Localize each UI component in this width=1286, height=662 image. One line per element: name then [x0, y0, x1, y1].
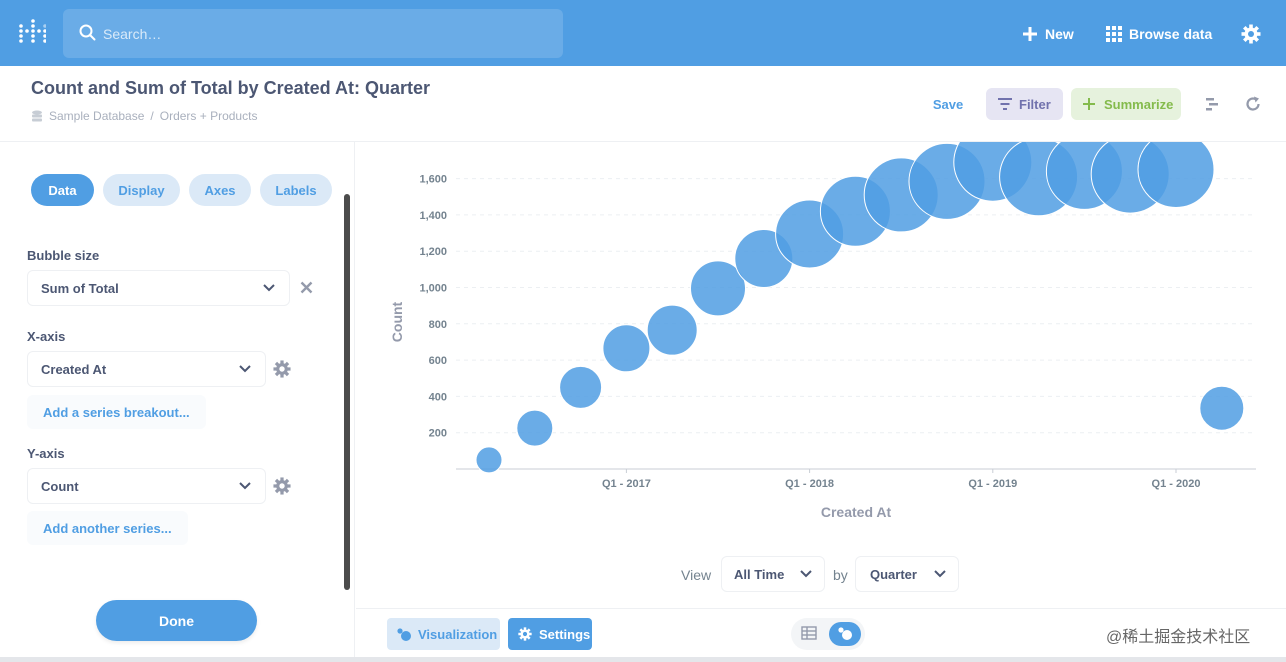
new-label: New — [1045, 26, 1074, 42]
x-tick-label: Q1 - 2019 — [968, 478, 1017, 490]
y-tick-label: 600 — [429, 355, 447, 367]
y-tick-label: 1,600 — [419, 174, 447, 186]
bubble-point — [516, 409, 554, 447]
table-chart-toggle — [791, 618, 865, 650]
gear-icon[interactable] — [273, 477, 291, 495]
summarize-label: Summarize — [1104, 96, 1174, 112]
bubble-point — [1137, 142, 1215, 209]
y-tick-label: 1,000 — [419, 283, 447, 295]
refresh-icon[interactable] — [1244, 95, 1262, 113]
notebook-editor-icon[interactable] — [1205, 95, 1223, 113]
gear-icon[interactable] — [273, 360, 291, 378]
chevron-down-icon — [800, 570, 812, 578]
add-series-breakout-link[interactable]: Add a series breakout... — [27, 395, 206, 429]
chevron-down-icon — [239, 365, 251, 373]
bubble-point — [1199, 385, 1245, 431]
table-icon[interactable] — [801, 625, 817, 641]
bottom-strip — [0, 657, 1286, 662]
gear-icon — [1241, 24, 1261, 44]
y-axis-label: Y-axis — [27, 446, 65, 461]
search-input[interactable] — [103, 21, 543, 47]
time-unit-select[interactable]: Quarter — [855, 556, 959, 592]
tab-labels[interactable]: Labels — [260, 174, 332, 206]
chart-settings-sidebar: Data Display Axes Labels Bubble size Sum… — [0, 142, 355, 662]
chevron-down-icon — [934, 570, 946, 578]
tab-display[interactable]: Display — [103, 174, 180, 206]
tab-axes[interactable]: Axes — [189, 174, 251, 206]
bubble-point — [475, 446, 503, 474]
browse-data-label: Browse data — [1129, 26, 1213, 42]
y-tick-label: 1,400 — [419, 210, 447, 222]
time-unit-value: Quarter — [870, 566, 917, 582]
time-range-select[interactable]: All Time — [721, 556, 825, 592]
new-button[interactable]: New — [1022, 22, 1074, 46]
breadcrumb: Sample Database / Orders + Products — [31, 109, 257, 123]
visualization-label: Visualization — [418, 626, 498, 642]
question-header: Count and Sum of Total by Created At: Qu… — [0, 66, 1286, 142]
top-nav: New Browse data — [0, 0, 1286, 66]
y-axis-select[interactable]: Count — [27, 468, 266, 504]
y-tick-label: 400 — [429, 391, 447, 403]
browse-data-button[interactable]: Browse data — [1106, 22, 1212, 46]
done-button[interactable]: Done — [96, 600, 257, 641]
visualization-button[interactable]: Visualization — [387, 618, 500, 650]
search-bar[interactable] — [63, 9, 563, 58]
view-footer: Visualization Settings @稀土掘金技术社区 — [356, 608, 1286, 658]
search-icon — [79, 24, 96, 41]
time-range-value: All Time — [734, 566, 785, 582]
summarize-button[interactable]: Summarize — [1071, 88, 1181, 120]
breadcrumb-table[interactable]: Orders + Products — [159, 109, 258, 123]
breadcrumb-separator: / — [150, 109, 154, 123]
bubble-size-value: Sum of Total — [41, 280, 119, 296]
filter-icon — [998, 98, 1012, 110]
page-title: Count and Sum of Total by Created At: Qu… — [31, 78, 431, 98]
bubble-icon — [838, 627, 852, 640]
x-tick-label: Q1 - 2017 — [602, 478, 651, 490]
database-icon — [32, 110, 42, 122]
bubble-size-label: Bubble size — [27, 248, 100, 263]
x-tick-label: Q1 - 2020 — [1152, 478, 1201, 490]
time-series-controls: View All Time by Quarter — [356, 556, 1286, 592]
y-axis-value: Count — [41, 478, 79, 494]
bubble-point — [559, 365, 603, 409]
bubble-point — [602, 324, 651, 373]
filter-label: Filter — [1019, 96, 1051, 112]
tab-data[interactable]: Data — [31, 174, 94, 206]
add-another-series-link[interactable]: Add another series... — [27, 511, 188, 545]
plus-icon — [1083, 98, 1095, 110]
bubble-size-select[interactable]: Sum of Total — [27, 270, 290, 306]
y-tick-label: 200 — [429, 428, 447, 440]
x-axis-label: X-axis — [27, 329, 66, 344]
x-axis-value: Created At — [41, 361, 107, 377]
by-label: by — [833, 567, 848, 583]
x-tick-label: Q1 - 2018 — [785, 478, 834, 490]
watermark: @稀土掘金技术社区 — [1106, 629, 1251, 646]
chevron-down-icon — [263, 284, 275, 292]
sidebar-scrollbar[interactable] — [344, 194, 350, 590]
bubble-icon — [397, 628, 411, 641]
gear-icon — [518, 627, 532, 641]
view-label: View — [681, 567, 712, 583]
filter-button[interactable]: Filter — [986, 88, 1063, 120]
y-tick-label: 1,200 — [419, 246, 447, 258]
grid-icon — [1106, 26, 1122, 42]
breadcrumb-database[interactable]: Sample Database — [49, 109, 145, 123]
plus-icon — [1023, 27, 1037, 41]
settings-button[interactable]: Settings — [508, 618, 592, 650]
y-tick-label: 800 — [429, 319, 447, 331]
x-axis-title: Created At — [821, 504, 892, 520]
save-button[interactable]: Save — [932, 96, 964, 112]
settings-label: Settings — [539, 626, 591, 642]
x-axis-select[interactable]: Created At — [27, 351, 266, 387]
close-icon[interactable] — [300, 281, 313, 294]
bubble-point — [690, 260, 746, 317]
settings-tabs: Data Display Axes Labels — [31, 174, 332, 206]
settings-gear-button[interactable] — [1241, 22, 1261, 46]
bubble-point — [646, 304, 698, 356]
bubble-chart: 200 400 600 800 1,000 1,200 1,400 1,600 Q1 - 201… — [389, 142, 1256, 520]
y-axis-title: Count — [389, 301, 405, 342]
chevron-down-icon — [239, 482, 251, 490]
metabase-logo-icon[interactable] — [16, 18, 46, 48]
chart-view-toggle[interactable] — [829, 622, 861, 646]
